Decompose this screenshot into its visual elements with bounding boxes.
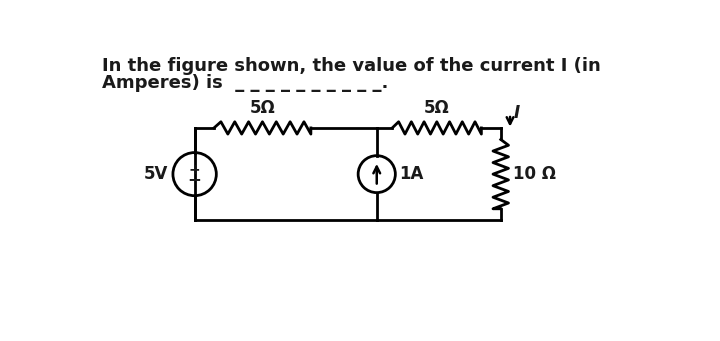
Text: In the figure shown, the value of the current I (in: In the figure shown, the value of the cu… (102, 57, 600, 75)
Text: Amperes) is  _ _ _ _ _ _ _ _ _ _.: Amperes) is _ _ _ _ _ _ _ _ _ _. (102, 74, 388, 92)
Text: 1A: 1A (399, 165, 423, 183)
Text: 5Ω: 5Ω (250, 99, 275, 117)
Text: 10 Ω: 10 Ω (513, 165, 556, 183)
Text: −: − (188, 170, 202, 189)
Text: +: + (189, 163, 200, 177)
Text: I: I (514, 104, 520, 121)
Text: 5V: 5V (144, 165, 168, 183)
Text: 5Ω: 5Ω (424, 99, 450, 117)
